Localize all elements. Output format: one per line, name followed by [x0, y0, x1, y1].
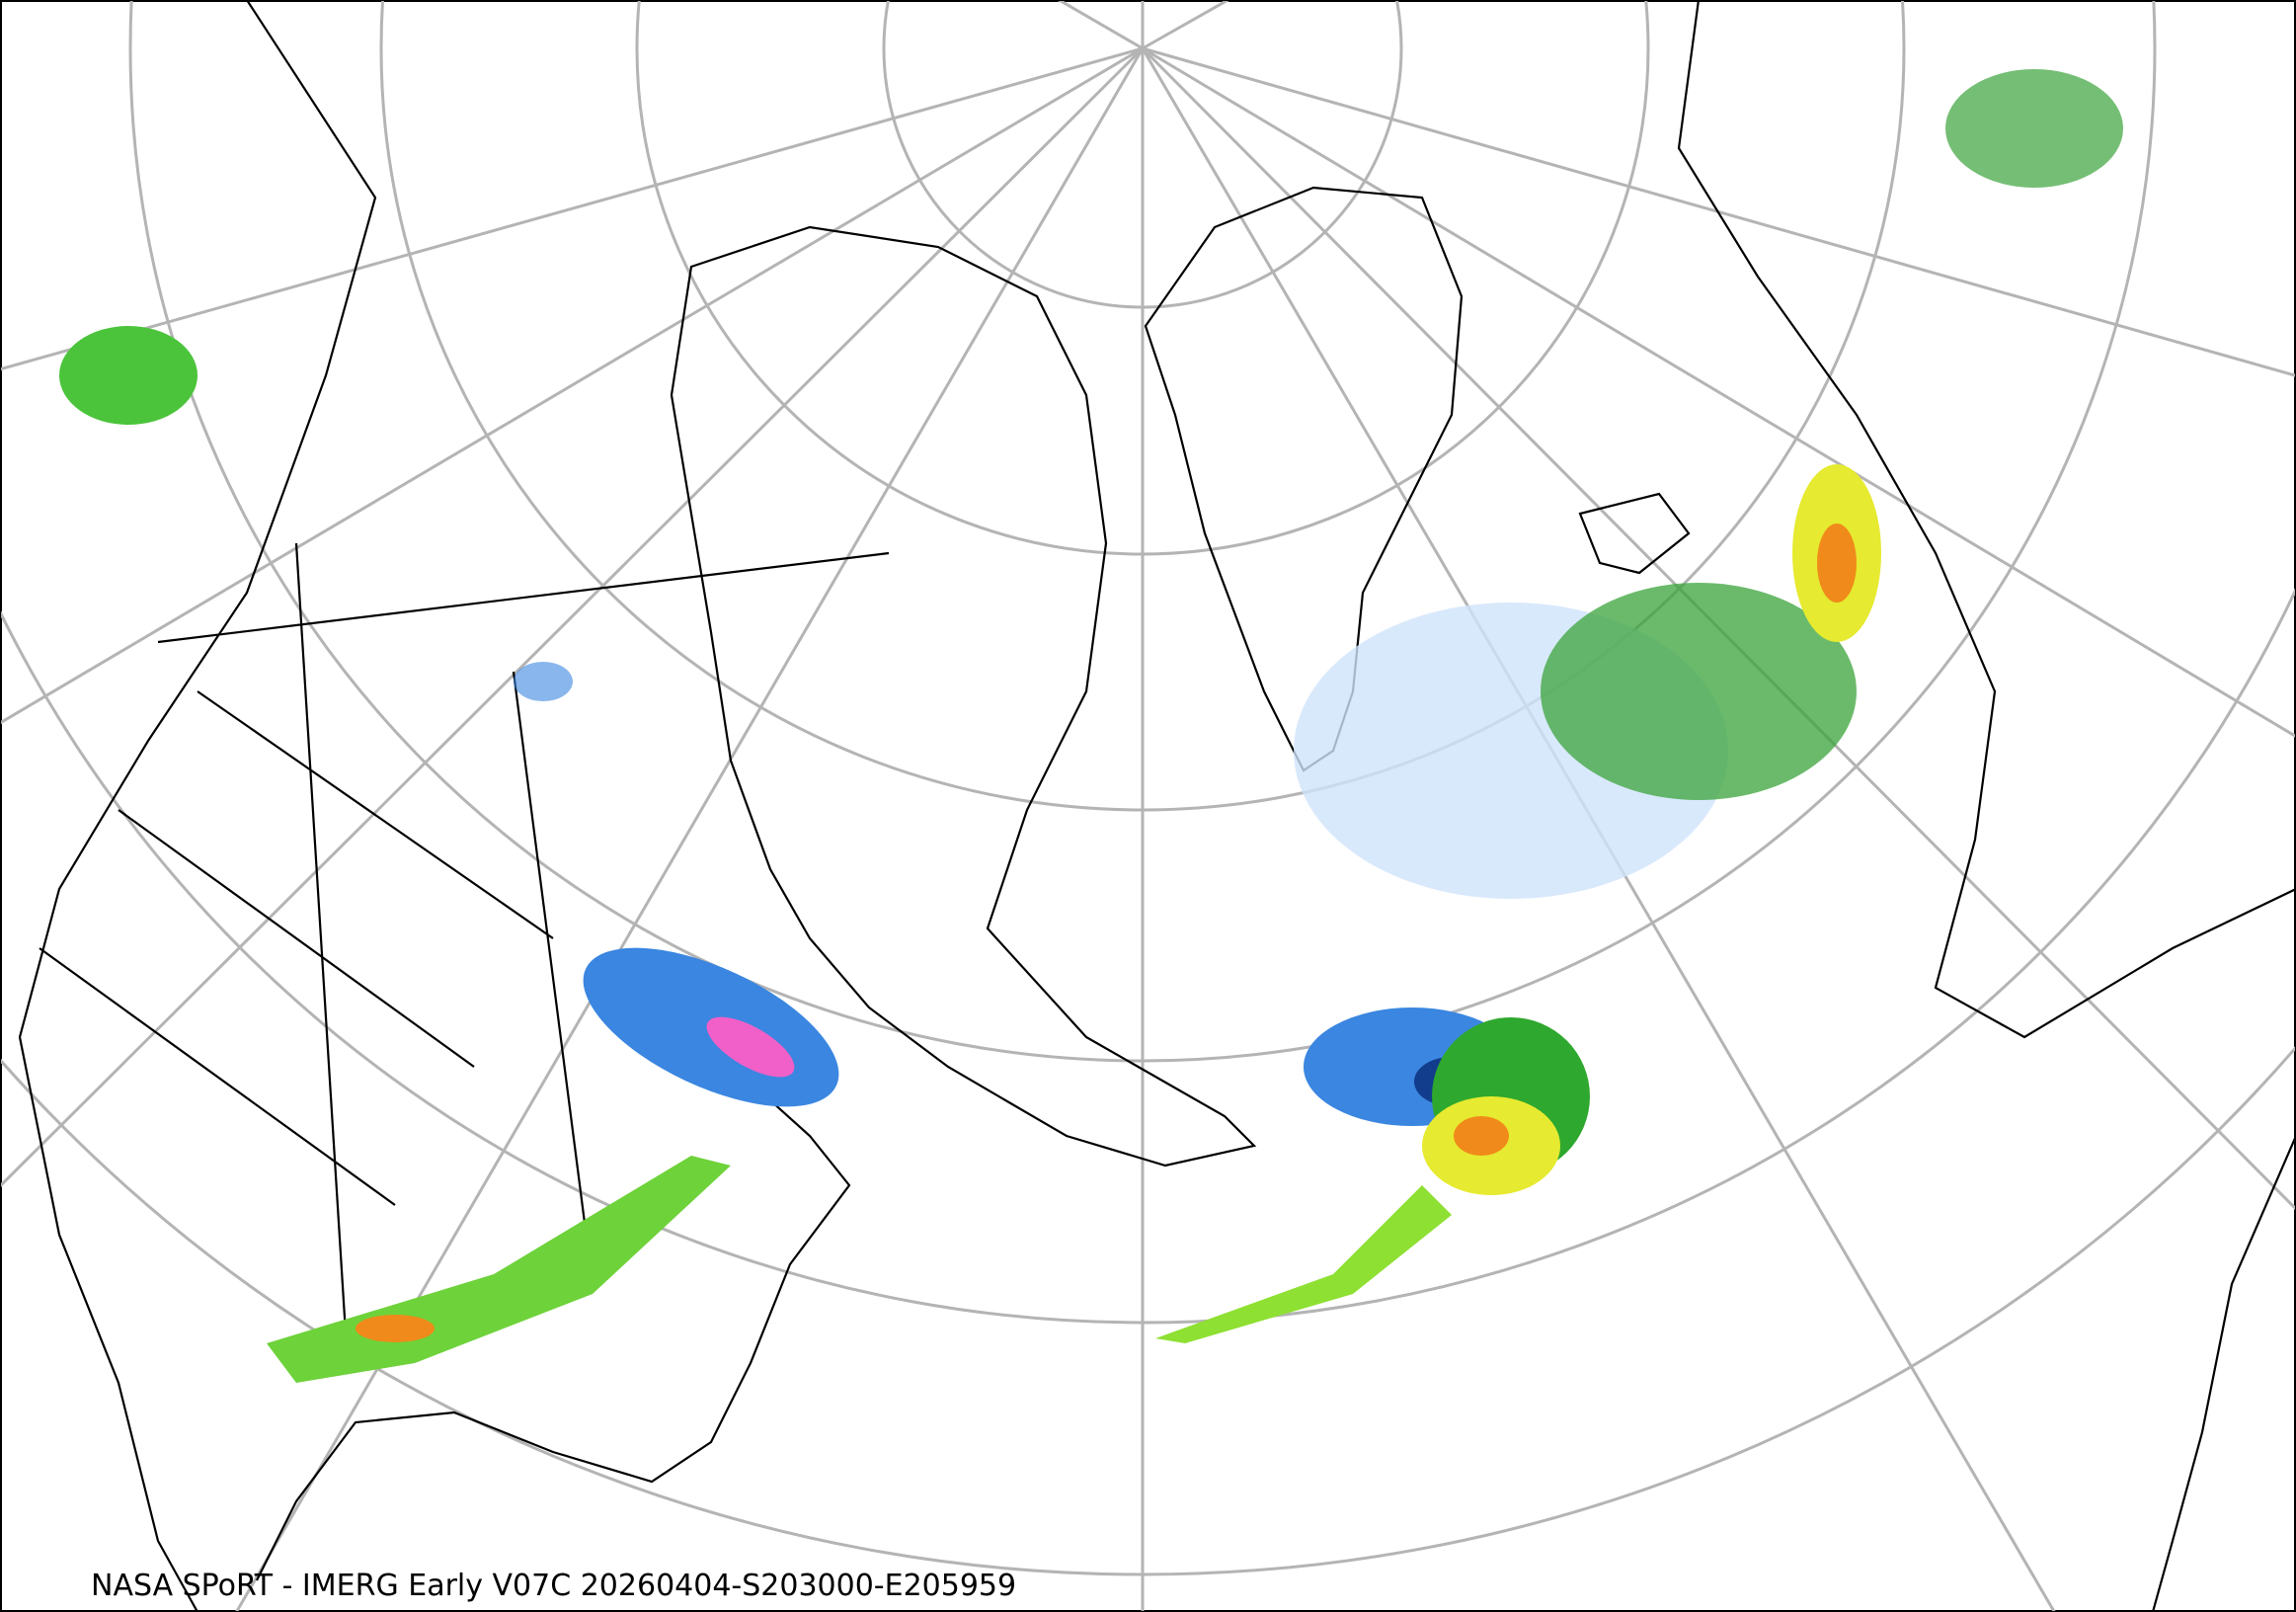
precipitation [59, 69, 2123, 1383]
canada-north [670, 225, 1257, 1168]
precip-band [1155, 1185, 1452, 1343]
europe-coast [1677, 1, 2295, 1039]
precip-orange [1817, 524, 1857, 603]
precip-green [1945, 69, 2123, 188]
meridian [1142, 46, 2295, 377]
north-america-east-coast [256, 987, 851, 1581]
north-america-west-coast [18, 1, 377, 1611]
precip-orange [356, 1315, 435, 1342]
iceland [1578, 492, 1691, 575]
meridian [1142, 1, 1229, 50]
precip-orange [1454, 1116, 1509, 1156]
precip-green [1541, 583, 1857, 800]
meridian [1, 46, 1144, 371]
africa-coast [2152, 1135, 2295, 1611]
meridian [1, 46, 1145, 1188]
caption: NASA SPoRT - IMERG Early V07C 20260404-S… [91, 1569, 1016, 1603]
meridian [235, 47, 1145, 1611]
meridian [1, 46, 1144, 725]
precip-blue [514, 662, 573, 701]
borders [39, 542, 890, 1334]
meridian [1142, 46, 2295, 738]
meridian [1058, 1, 1144, 50]
precip-green [59, 326, 198, 425]
precip-pink [706, 1016, 795, 1078]
